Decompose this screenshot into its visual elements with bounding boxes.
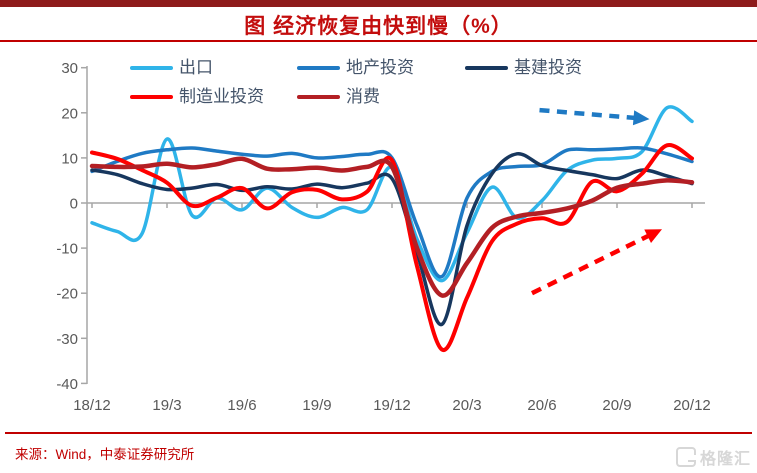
- x-tick-label: 20/12: [673, 397, 711, 414]
- top-border: [0, 0, 757, 7]
- source-note: 来源：Wind，中泰证券研究所: [15, 447, 195, 462]
- recovery-trend-arrow-shaft: [531, 232, 652, 296]
- series-line-消费: [89, 156, 695, 298]
- y-tick-label: 30: [61, 60, 78, 77]
- x-tick-label: 20/6: [527, 397, 556, 414]
- exports-trend-arrow-head: [632, 110, 650, 126]
- y-tick-label: 20: [61, 105, 78, 122]
- y-tick-label: -20: [56, 286, 78, 303]
- exports-trend-arrow-shaft: [539, 107, 637, 121]
- y-tick-label: -40: [56, 376, 78, 393]
- y-tick-label: 10: [61, 150, 78, 167]
- series-line-出口: [90, 105, 694, 283]
- title-divider: [0, 40, 757, 42]
- series-line-基建投资: [90, 152, 694, 327]
- chart-title: 图 经济恢复由快到慢（%）: [244, 15, 513, 38]
- x-tick-label: 20/9: [602, 397, 631, 414]
- x-tick-label: 19/6: [227, 397, 256, 414]
- watermark-text: 格隆汇: [699, 451, 751, 468]
- x-tick-label: 19/9: [302, 397, 331, 414]
- y-tick-label: -10: [56, 241, 78, 258]
- x-tick-label: 19/3: [152, 397, 181, 414]
- x-tick-label: 20/3: [452, 397, 481, 414]
- y-tick-label: 0: [70, 196, 78, 213]
- x-tick-label: 18/12: [73, 397, 111, 414]
- recovery-trend-arrow-head: [644, 229, 662, 243]
- x-tick-label: 19/12: [373, 397, 411, 414]
- footer-divider: [5, 432, 752, 434]
- y-tick-label: -30: [56, 331, 78, 348]
- gelonghui-logo-icon: [675, 447, 697, 467]
- gelonghui-watermark: 格隆汇: [675, 445, 751, 469]
